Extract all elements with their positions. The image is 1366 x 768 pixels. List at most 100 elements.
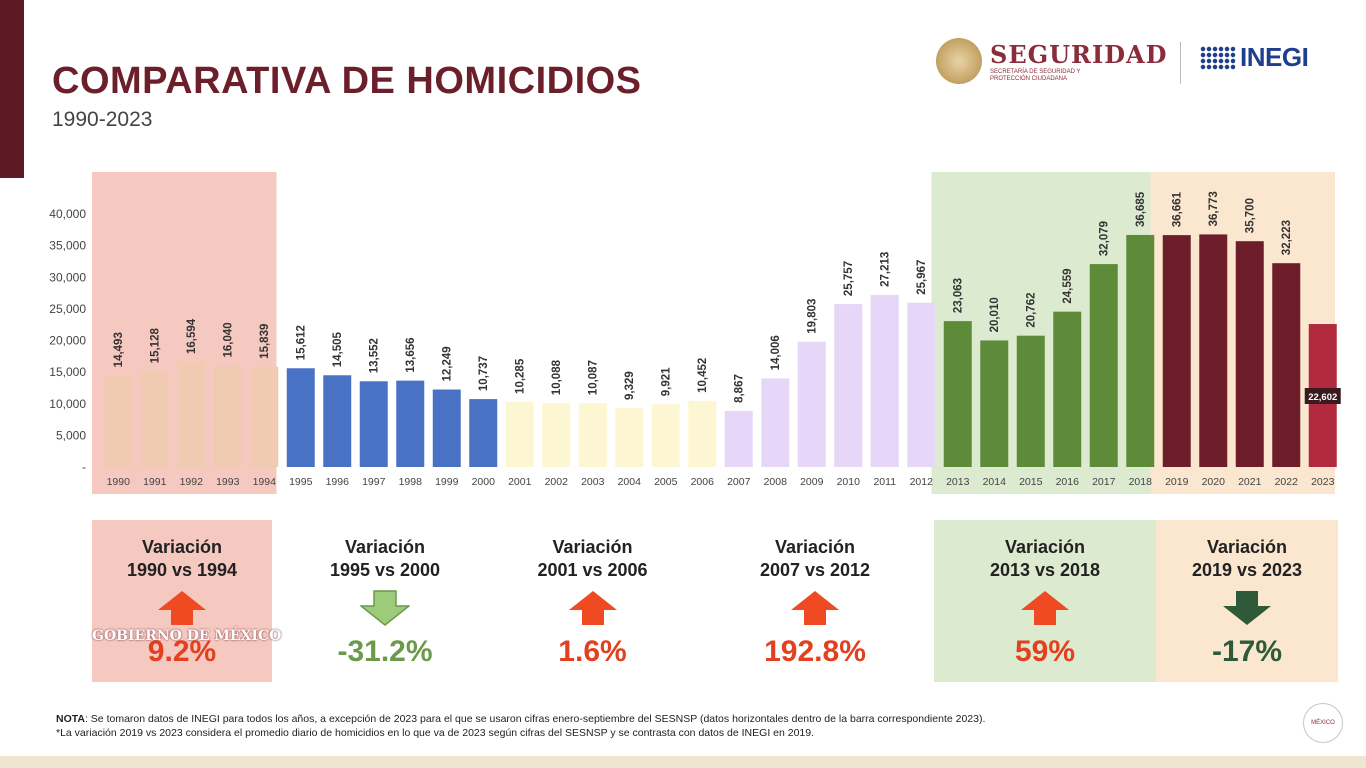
- bar-2016: [1053, 311, 1082, 467]
- bar-2009: [797, 341, 826, 467]
- seguridad-logo: SEGURIDAD SECRETARÍA DE SEGURIDAD Y PROT…: [936, 38, 1167, 84]
- y-tick-label: -: [82, 460, 86, 474]
- variation-heading: Variación 2001 vs 2006: [500, 536, 685, 582]
- variation-value: 1.6%: [558, 635, 627, 668]
- bar-2017: [1089, 264, 1118, 467]
- note-line-2: *La variación 2019 vs 2023 considera el …: [56, 727, 815, 739]
- variation-heading-line-2: 2007 vs 2012: [759, 560, 871, 580]
- variation-heading-line-2: 2001 vs 2006: [537, 560, 648, 580]
- seguridad-logo-text: SEGURIDAD: [990, 39, 1168, 69]
- bar-1998: [396, 380, 425, 467]
- y-tick-label: 40,000: [49, 207, 86, 221]
- value-label: 8,867: [734, 374, 746, 403]
- bar-1991: [140, 371, 169, 467]
- x-tick-label: 2004: [618, 476, 642, 488]
- note-line-1: : Se tomaron datos de INEGI para todos l…: [84, 713, 986, 725]
- footnote: NOTA: Se tomaron datos de INEGI para tod…: [56, 712, 1276, 740]
- bar-2018: [1126, 234, 1155, 467]
- homicides-bar-chart: - 5,000 10,000 15,000 20,000 25,000 30,000 35,0…: [49, 172, 1341, 494]
- x-tick-label: 2018: [1129, 476, 1153, 488]
- x-tick-label: 1999: [435, 476, 459, 488]
- seguridad-logo-subtext: SECRETARÍA DE SEGURIDAD Y PROTECCIÓN CIU…: [990, 68, 1081, 82]
- bar-2020: [1199, 234, 1228, 467]
- y-tick-label: 20,000: [49, 334, 86, 348]
- inegi-logo-text: INEGI: [1240, 42, 1309, 72]
- x-tick-label: 1996: [326, 476, 350, 488]
- value-label: 10,087: [588, 360, 600, 395]
- bar-2003: [578, 403, 607, 467]
- variation-heading-line-1: Variación: [774, 537, 856, 557]
- arrow-down-icon: [1223, 591, 1271, 625]
- variation-heading: Variación 2007 vs 2012: [705, 536, 925, 582]
- bar-1997: [359, 381, 388, 467]
- y-tick-label: 15,000: [49, 365, 86, 379]
- variation-value: -31.2%: [337, 635, 433, 668]
- y-tick-label: 25,000: [49, 302, 86, 316]
- value-label: 20,762: [1026, 292, 1038, 327]
- x-tick-label: 1995: [289, 476, 313, 488]
- seal-icon: [936, 38, 982, 84]
- arrow-up-icon: [1021, 591, 1069, 625]
- value-label: 24,559: [1062, 268, 1074, 303]
- variation-panel: Variación 2007 vs 2012 192.8%: [705, 520, 925, 682]
- value-label: 32,223: [1281, 220, 1293, 255]
- value-label: 23,063: [953, 278, 965, 313]
- brand-stripe: [0, 0, 24, 178]
- variation-value: 9.2%: [147, 635, 217, 668]
- x-tick-label: 2005: [654, 476, 678, 488]
- bar-2005: [651, 404, 680, 467]
- bar-2000: [469, 399, 498, 467]
- bar-2011: [870, 294, 899, 467]
- x-tick-label: 2021: [1238, 476, 1262, 488]
- mexico-badge: MÉXICO: [1303, 703, 1343, 743]
- page-title: COMPARATIVA DE HOMICIDIOS: [52, 60, 642, 102]
- arrow-up-icon: [158, 591, 206, 625]
- x-tick-label: 2000: [472, 476, 496, 488]
- x-tick-label: 2017: [1092, 476, 1116, 488]
- x-tick-label: 2001: [508, 476, 532, 488]
- x-tick-label: 2015: [1019, 476, 1043, 488]
- x-tick-label: 1997: [362, 476, 386, 488]
- x-tick-label: 2012: [910, 476, 934, 488]
- value-label: 19,803: [807, 299, 819, 334]
- value-label: 16,594: [186, 318, 198, 354]
- value-label: 16,040: [223, 322, 235, 357]
- variation-heading: Variación 2013 vs 2018: [934, 536, 1156, 582]
- bottom-band: [0, 756, 1366, 768]
- variation-panel: Variación 2013 vs 2018 59%: [934, 520, 1156, 682]
- variation-heading-line-1: Variación: [344, 537, 426, 557]
- bar-2013: [943, 321, 972, 467]
- bar-1993: [213, 365, 242, 467]
- variation-heading-line-2: 1995 vs 2000: [329, 560, 441, 580]
- bar-2015: [1016, 335, 1045, 467]
- value-label: 27,213: [880, 252, 892, 287]
- x-tick-label: 2013: [946, 476, 970, 488]
- x-tick-label: 1998: [399, 476, 423, 488]
- value-label: 13,656: [405, 337, 417, 372]
- variation-value: -17%: [1211, 635, 1283, 668]
- bar-2001: [505, 401, 534, 467]
- logo-divider: [1180, 42, 1181, 84]
- y-tick-label: 30,000: [49, 270, 86, 284]
- bar-2012: [907, 302, 936, 467]
- y-tick-label: 35,000: [49, 239, 86, 253]
- value-label: 10,285: [515, 358, 527, 394]
- x-tick-label: 2002: [545, 476, 569, 488]
- value-label: 13,552: [369, 338, 381, 373]
- variation-value: 192.8%: [764, 635, 866, 668]
- inegi-logo: INEGI: [1200, 42, 1309, 73]
- inegi-dots-icon: [1200, 45, 1236, 70]
- x-tick-label: 2020: [1202, 476, 1226, 488]
- y-tick-label: 10,000: [49, 397, 86, 411]
- arrow-down-icon: [358, 590, 412, 626]
- value-label: 14,006: [770, 335, 782, 370]
- value-label: 20,010: [989, 297, 1001, 332]
- variation-panel: Variación 1990 vs 1994 9.2%: [92, 520, 272, 682]
- value-label: 9,921: [661, 367, 673, 396]
- x-tick-label: 1994: [253, 476, 277, 488]
- x-tick-label: 2007: [727, 476, 751, 488]
- variation-panel: Variación 2019 vs 2023 -17%: [1156, 520, 1338, 682]
- bar-1995: [286, 368, 315, 467]
- value-label: 32,079: [1099, 221, 1111, 256]
- value-label: 15,612: [296, 325, 308, 360]
